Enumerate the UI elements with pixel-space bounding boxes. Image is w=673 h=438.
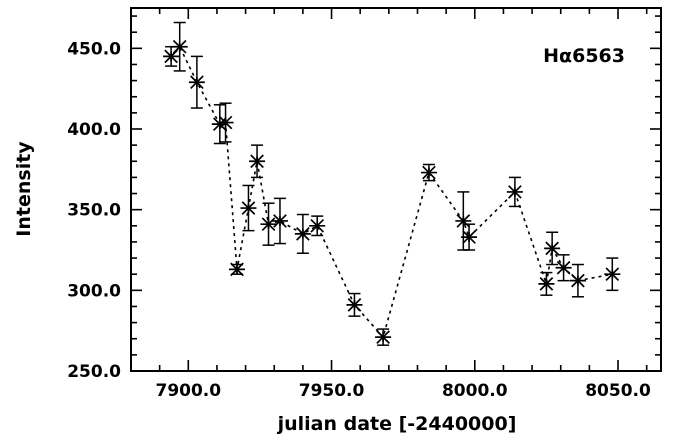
data-point (171, 39, 188, 54)
y-tick-labels: 250.0 300.0 350.0 400.0 450.0 (67, 39, 121, 382)
x-tick-label: 8050.0 (585, 381, 651, 401)
data-point (604, 267, 621, 282)
data-point (555, 260, 572, 275)
y-tick-label: 350.0 (67, 201, 121, 221)
x-tick-labels: 7900.0 7950.0 8000.0 8050.0 (155, 381, 651, 401)
data-point (309, 218, 326, 233)
x-axis-label: julian date [-2440000] (277, 413, 517, 435)
x-tick-label: 7900.0 (155, 381, 221, 401)
data-point (249, 154, 266, 169)
annotation-label: Hα6563 (543, 45, 625, 67)
y-tick-label: 450.0 (67, 39, 121, 59)
y-tick-label: 300.0 (67, 281, 121, 301)
data-point (217, 115, 234, 130)
data-point (461, 230, 478, 244)
data-point (506, 185, 523, 199)
data-point (346, 298, 363, 312)
data-point (271, 214, 288, 228)
y-axis-label: Intensity (13, 141, 35, 237)
data-point (240, 201, 257, 215)
error-bars (165, 21, 619, 346)
data-markers (163, 39, 621, 344)
data-point (163, 49, 180, 64)
y-tick-label: 250.0 (67, 362, 121, 382)
data-point (260, 217, 277, 232)
x-tick-label: 7950.0 (299, 381, 365, 401)
axis-ticks (131, 8, 661, 372)
data-point (420, 165, 437, 180)
data-point (294, 227, 311, 241)
data-point (544, 241, 561, 256)
data-point (569, 273, 586, 288)
data-point (375, 330, 392, 344)
data-point (188, 75, 205, 90)
data-point (538, 277, 555, 291)
data-point (229, 262, 245, 277)
x-tick-label: 8000.0 (442, 381, 508, 401)
data-point (455, 214, 472, 228)
plot-area-frame (130, 7, 662, 372)
y-tick-label: 400.0 (67, 120, 121, 140)
